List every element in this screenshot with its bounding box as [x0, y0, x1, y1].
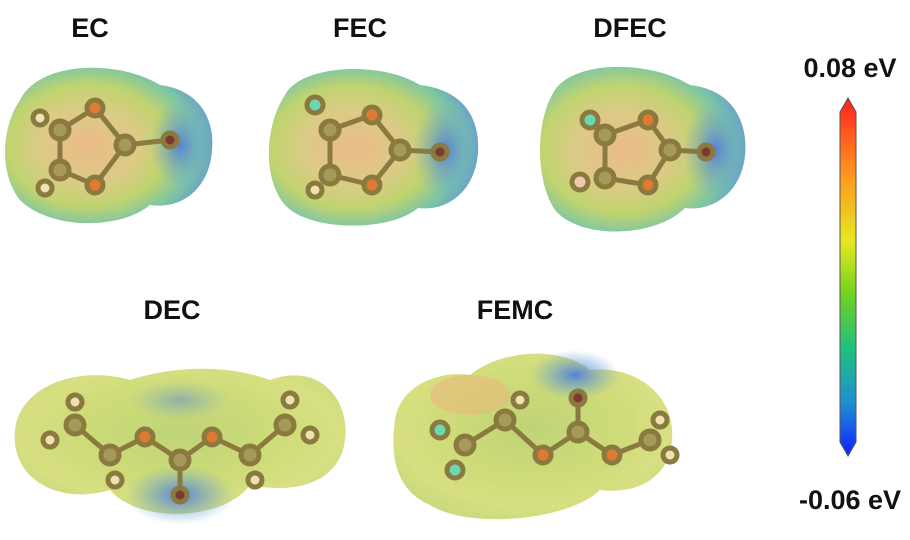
panel-label: DEC [143, 295, 200, 325]
molecule-dfec [540, 67, 747, 232]
figure: EC FEC DFEC DEC FEMC 0.08 eV -0.06 eV [0, 0, 910, 540]
panel-label: DFEC [593, 13, 667, 43]
colorbar [840, 98, 856, 456]
panel-label: FEC [333, 13, 387, 43]
colorbar-min-label: -0.06 eV [799, 485, 901, 515]
colorbar-max-label: 0.08 eV [803, 53, 896, 83]
panel-label: EC [71, 13, 109, 43]
molecule-ec [5, 68, 212, 223]
panel-label: FEMC [477, 295, 554, 325]
